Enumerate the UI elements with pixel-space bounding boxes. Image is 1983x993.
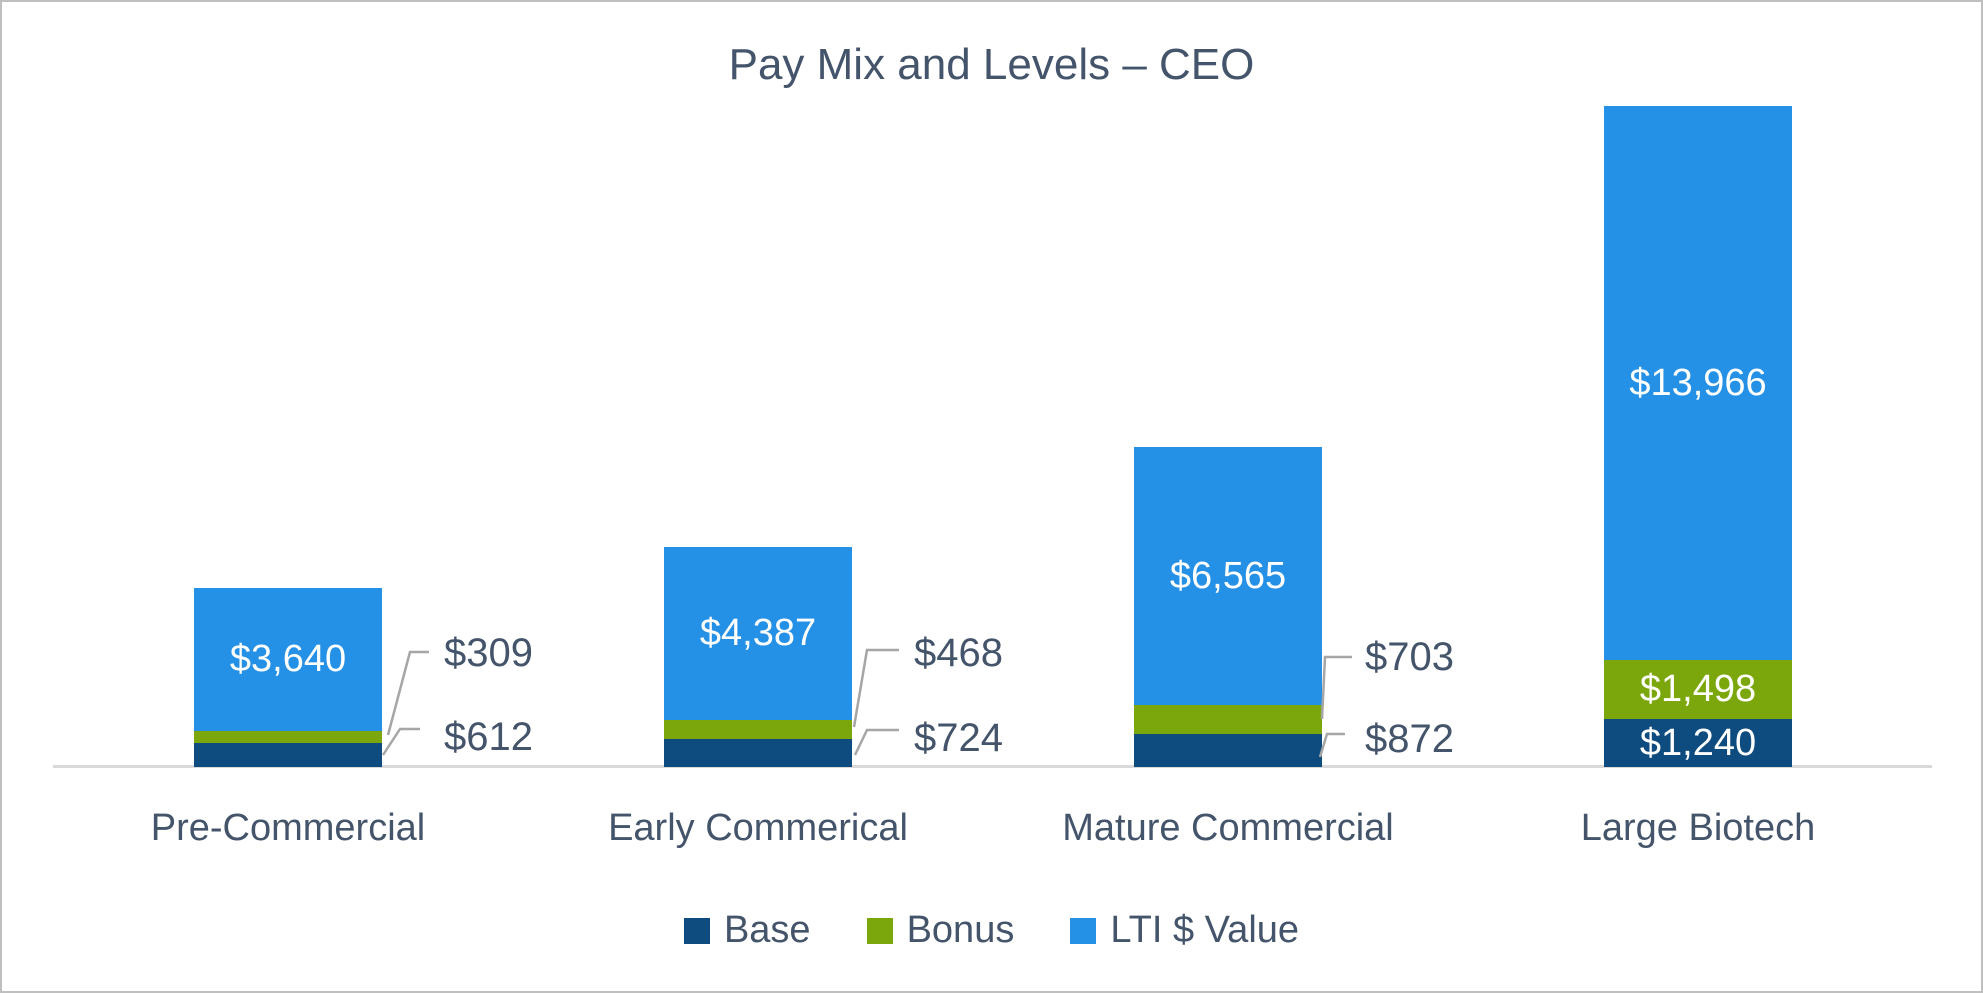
legend: Base Bonus LTI $ Value — [2, 909, 1981, 952]
bar-pre-commercial-bonus-segment[interactable] — [194, 731, 382, 743]
bar-early-commerical-base-segment[interactable] — [664, 739, 852, 767]
legend-swatch-base — [683, 917, 710, 944]
category-label-early-commerical: Early Commerical — [608, 807, 908, 849]
data-label: $4,387 — [699, 612, 817, 654]
callout-label-pre-commercial-base: $612 — [444, 715, 533, 759]
bar-pre-commercial-base-segment[interactable] — [194, 743, 382, 767]
data-label: $13,966 — [1629, 361, 1767, 404]
callout-label-early-commerical-bonus: $468 — [914, 631, 1003, 675]
data-label: $6,565 — [1169, 554, 1287, 597]
callout-label-early-commerical-base: $724 — [914, 716, 1003, 760]
leader-line-mature-commercial-base — [1318, 732, 1345, 758]
leader-line-pre-commercial-bonus — [386, 650, 429, 736]
chart-title: Pay Mix and Levels – CEO — [728, 40, 1255, 89]
bar-large-biotech-bonus-segment[interactable]: $1,498 — [1604, 660, 1792, 719]
leader-line-early-commerical-bonus — [852, 648, 899, 728]
x-axis-line — [53, 765, 1932, 768]
bar-mature-commercial-bonus-segment[interactable] — [1134, 705, 1322, 734]
bar-early-commerical-bonus-segment[interactable] — [664, 720, 852, 739]
leader-line-mature-commercial-bonus — [1320, 655, 1352, 720]
legend-label-base: Base — [723, 909, 811, 951]
legend-item-lti[interactable]: LTI $ Value — [1070, 909, 1299, 952]
bar-large-biotech-base-segment[interactable]: $1,240 — [1604, 719, 1792, 767]
bar-large-biotech-lti-segment[interactable]: $13,966 — [1604, 106, 1792, 660]
legend-label-lti: LTI $ Value — [1110, 909, 1300, 951]
category-label-mature-commercial: Mature Commercial — [1062, 807, 1394, 849]
callout-label-pre-commercial-bonus: $309 — [444, 631, 533, 675]
legend-item-bonus[interactable]: Bonus — [866, 909, 1015, 952]
callout-label-mature-commercial-base: $872 — [1365, 717, 1454, 761]
legend-label-bonus: Bonus — [906, 909, 1015, 951]
data-label: $1,498 — [1639, 668, 1757, 710]
leader-line-pre-commercial-base — [381, 727, 420, 756]
legend-swatch-bonus — [866, 917, 893, 944]
legend-swatch-lti — [1070, 917, 1097, 944]
category-label-pre-commercial: Pre-Commercial — [150, 807, 426, 849]
data-label: $3,640 — [229, 638, 347, 680]
bar-mature-commercial-lti-segment[interactable]: $6,565 — [1134, 447, 1322, 705]
data-label: $1,240 — [1639, 721, 1757, 764]
bar-mature-commercial-base-segment[interactable] — [1134, 734, 1322, 767]
bar-early-commerical-lti-segment[interactable]: $4,387 — [664, 547, 852, 720]
bar-pre-commercial-lti-segment[interactable]: $3,640 — [194, 588, 382, 731]
leader-line-early-commerical-base — [853, 728, 899, 756]
legend-item-base[interactable]: Base — [683, 909, 811, 952]
callout-label-mature-commercial-bonus: $703 — [1365, 635, 1454, 679]
category-label-large-biotech: Large Biotech — [1580, 807, 1816, 849]
